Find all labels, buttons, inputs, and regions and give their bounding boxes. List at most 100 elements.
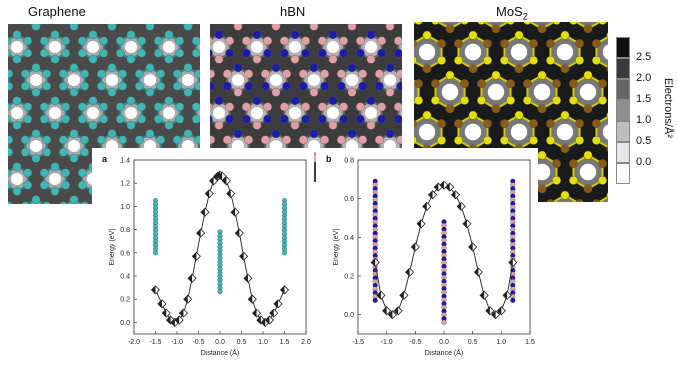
atom [437, 119, 445, 127]
data-point [205, 190, 213, 198]
atom [215, 121, 223, 129]
atom [301, 115, 309, 123]
atom [492, 25, 500, 33]
atom [318, 37, 326, 45]
atom [40, 49, 48, 57]
x-tick-label: -0.5 [192, 339, 204, 346]
atom [80, 136, 88, 144]
data-point-fill [231, 208, 235, 216]
data-point [248, 295, 256, 303]
atom [32, 88, 40, 96]
atom [291, 30, 299, 38]
atom [584, 71, 592, 79]
data-point [463, 220, 471, 228]
atom [339, 37, 347, 45]
atom [97, 136, 105, 144]
atom [146, 63, 154, 71]
atom [320, 70, 328, 78]
atom [42, 136, 50, 144]
atom [318, 49, 326, 57]
atom [173, 70, 181, 78]
data-point-fill [244, 274, 248, 282]
hollow-center [511, 44, 528, 61]
atom [108, 24, 116, 31]
atom [569, 96, 577, 104]
atom [329, 55, 337, 63]
atom [546, 39, 554, 47]
data-point-fill [400, 291, 404, 299]
atom [584, 151, 592, 159]
atom [367, 96, 375, 104]
atom [23, 115, 31, 123]
atom [80, 82, 88, 90]
atom [97, 70, 105, 78]
atom [78, 49, 86, 57]
data-point [231, 208, 239, 216]
atom [99, 49, 107, 57]
atom [561, 31, 569, 39]
y-tick-label: 0.0 [120, 320, 130, 327]
data-point-fill [248, 295, 252, 303]
atom [394, 103, 402, 111]
atom [40, 115, 48, 123]
hollow-center [465, 44, 482, 61]
atom [146, 129, 154, 137]
atom [460, 79, 468, 87]
atom [61, 181, 69, 189]
x-tick-label: 1.5 [525, 339, 535, 346]
atom [529, 136, 537, 144]
atom [13, 96, 21, 104]
atom [215, 96, 223, 104]
atom [59, 148, 67, 156]
atom [437, 136, 445, 144]
atom [469, 111, 477, 119]
atom [89, 55, 97, 63]
atom [13, 121, 21, 129]
atom [135, 82, 143, 90]
atom [154, 115, 162, 123]
x-tick-label: -2.0 [128, 339, 140, 346]
hollow-center [365, 41, 377, 53]
atom [61, 169, 69, 177]
x-tick-label: 0.5 [237, 339, 247, 346]
atom [146, 24, 154, 31]
atom [23, 169, 31, 177]
data-point-fill [152, 286, 156, 294]
atom [538, 25, 546, 33]
atom [437, 56, 445, 64]
atom [225, 103, 233, 111]
atom [40, 169, 48, 177]
hollow-center [488, 84, 505, 101]
atom [377, 49, 385, 57]
atom [154, 49, 162, 57]
mos2-title-main: MoS [496, 4, 523, 19]
atom [515, 31, 523, 39]
atom [70, 88, 78, 96]
atom [356, 103, 364, 111]
y-axis-label: Energy (eV) [109, 228, 116, 265]
atom [175, 37, 183, 45]
chain-atom [510, 298, 515, 303]
data-point [158, 300, 166, 308]
hollow-center [419, 124, 436, 141]
hollow-center [125, 41, 137, 53]
data-point-fill [205, 190, 209, 198]
atom [477, 79, 485, 87]
atom [280, 103, 288, 111]
hollow-center [346, 74, 358, 86]
atom [377, 103, 385, 111]
atom [310, 63, 318, 71]
atom [546, 56, 554, 64]
data-point [184, 295, 192, 303]
hollow-center [68, 74, 80, 86]
atom [156, 136, 164, 144]
hollow-center [163, 41, 175, 53]
atom [116, 37, 124, 45]
atom [61, 115, 69, 123]
atom [244, 82, 252, 90]
atom [460, 96, 468, 104]
data-point-fill [192, 252, 196, 260]
atom [299, 70, 307, 78]
hollow-center [251, 107, 263, 119]
atom [423, 111, 431, 119]
